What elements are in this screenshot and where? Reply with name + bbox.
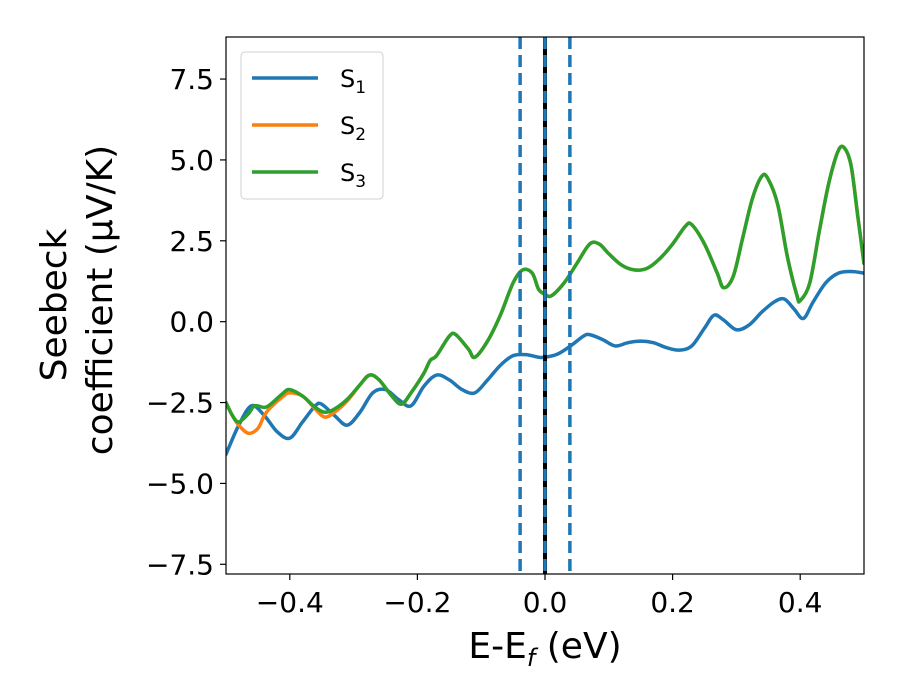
vline-layer — [518, 37, 572, 574]
x-axis-title: E-Ef (eV) — [468, 626, 621, 672]
y-axis-title-line1: Seebeck — [34, 228, 75, 381]
y-tick-label: −5.0 — [146, 467, 214, 500]
y-axis: 7.5 5.0 2.5 0.0 −2.5 −5.0 −7.5 — [146, 63, 226, 581]
y-tick-label: −2.5 — [146, 387, 214, 420]
legend-label-s3: S3 — [340, 159, 366, 192]
y-tick-label: −7.5 — [146, 548, 214, 581]
x-tick-label: −0.4 — [256, 586, 324, 619]
x-axis-title-unit: (eV) — [535, 626, 621, 667]
y-axis-title-line2: coefficient (μV/K) — [80, 145, 121, 455]
y-tick-label: 5.0 — [169, 144, 214, 177]
x-tick-label: 0.0 — [523, 586, 568, 619]
legend: S1 S2 S3 — [240, 51, 384, 200]
x-axis: −0.4 −0.2 0.0 0.2 0.4 — [256, 574, 823, 619]
x-tick-label: 0.2 — [650, 586, 695, 619]
y-tick-label: 7.5 — [169, 63, 214, 96]
legend-label-s2: S2 — [340, 112, 366, 145]
x-tick-label: 0.4 — [778, 586, 823, 619]
x-tick-label: −0.2 — [383, 586, 451, 619]
y-tick-label: 2.5 — [169, 225, 214, 258]
y-tick-label: 0.0 — [169, 306, 214, 339]
x-axis-title-main: E-E — [468, 626, 526, 667]
legend-label-s1: S1 — [340, 65, 366, 98]
